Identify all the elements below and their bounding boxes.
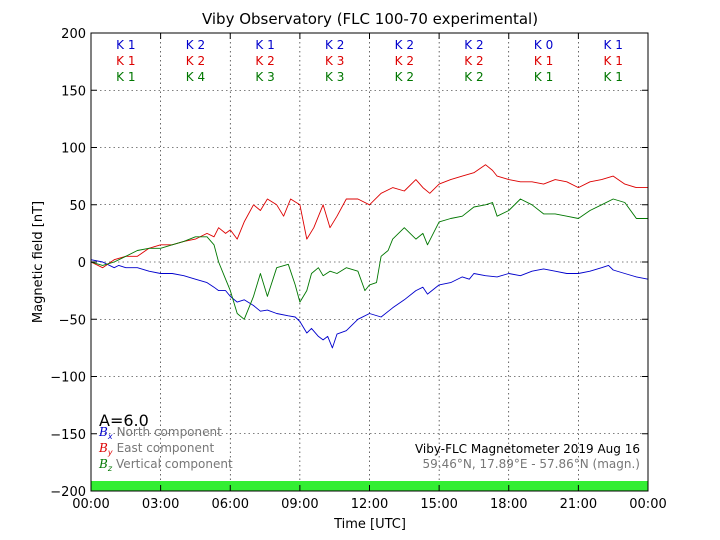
y-tick-label: 50 — [69, 199, 86, 214]
legend: Bx North component By East component Bz Verti… — [98, 425, 233, 473]
k-index-label: K 1 — [604, 70, 623, 84]
y-tick-label: −100 — [50, 371, 86, 386]
k-index-label: K 2 — [395, 70, 414, 84]
a-index: A=6.0 — [99, 411, 149, 430]
grid — [91, 33, 648, 491]
y-tick-label: 100 — [61, 142, 86, 157]
k-index-table: K 1 K 2 K 1 K 2 K 2 K 2 K 0 K 1 K 1 K 2 K 2 K 3 K 2 K… — [116, 38, 623, 84]
series-layer — [90, 164, 649, 349]
x-tick-label: 06:00 — [212, 497, 249, 512]
x-tick-label: 00:00 — [72, 497, 109, 512]
x-tick-label: 09:00 — [281, 497, 318, 512]
k-index-label: K 1 — [534, 70, 553, 84]
k-index-label: K 2 — [395, 38, 414, 52]
y-tick-label: 0 — [78, 256, 86, 271]
x-tick-label: 03:00 — [142, 497, 179, 512]
y-axis-label: Magnetic field [nT] — [31, 201, 46, 323]
k-index-label: K 1 — [116, 54, 135, 68]
k-index-label: K 1 — [604, 54, 623, 68]
legend-entry: By East component — [98, 441, 214, 457]
x-tick-label: 00:00 — [629, 497, 666, 512]
k-index-label: K 2 — [395, 54, 414, 68]
y-tick-label: 150 — [61, 84, 86, 99]
chart-title: Viby Observatory (FLC 100-70 experimenta… — [202, 10, 538, 28]
series-line-2 — [90, 164, 648, 269]
legend-text: Vertical component — [116, 457, 233, 471]
legend-text: North component — [117, 425, 223, 439]
k-index-label: K 1 — [116, 70, 135, 84]
axes: 00:00 03:00 06:00 09:00 12:00 15:00 18:00 21:00… — [50, 27, 666, 512]
k-index-label: K 1 — [255, 38, 274, 52]
k-index-label: K 1 — [534, 54, 553, 68]
k-index-label: K 0 — [534, 38, 553, 52]
k-index-label: K 2 — [186, 54, 205, 68]
k-index-label: K 4 — [186, 70, 205, 84]
x-tick-label: 21:00 — [560, 497, 597, 512]
k-index-label: K 2 — [464, 38, 483, 52]
legend-subscript: y — [107, 448, 113, 457]
legend-entry: Bz Vertical component — [98, 457, 233, 473]
legend-subscript: x — [107, 432, 113, 441]
legend-symbol: B — [98, 425, 108, 439]
k-index-label: K 2 — [464, 70, 483, 84]
info-station: Viby-FLC Magnetometer 2019 Aug 16 — [415, 442, 640, 456]
k-index-label: K 3 — [325, 54, 344, 68]
k-index-label: K 2 — [255, 54, 274, 68]
k-index-label: K 3 — [325, 70, 344, 84]
y-tick-label: −150 — [50, 428, 86, 443]
x-tick-label: 12:00 — [351, 497, 388, 512]
k-index-label: K 1 — [604, 38, 623, 52]
legend-symbol: B — [98, 457, 108, 471]
x-tick-label: 18:00 — [490, 497, 527, 512]
y-tick-label: −200 — [50, 485, 86, 500]
legend-entry: Bx North component — [98, 425, 222, 441]
legend-text: East component — [117, 441, 215, 455]
x-tick-label: 15:00 — [420, 497, 457, 512]
x-axis-label: Time [UTC] — [333, 517, 406, 532]
k-index-label: K 2 — [464, 54, 483, 68]
k-index-label: K 2 — [186, 38, 205, 52]
series-line-1 — [90, 259, 649, 349]
legend-symbol: B — [98, 441, 108, 455]
k-index-label: K 3 — [255, 70, 274, 84]
series-line-3 — [90, 198, 648, 320]
k-index-label: K 2 — [325, 38, 344, 52]
info-coordinates: 59.46°N, 17.89°E - 57.86°N (magn.) — [423, 457, 640, 471]
y-tick-label: −50 — [59, 313, 86, 328]
y-tick-label: 200 — [61, 27, 86, 42]
k-index-label: K 1 — [116, 38, 135, 52]
legend-subscript: z — [107, 464, 113, 473]
